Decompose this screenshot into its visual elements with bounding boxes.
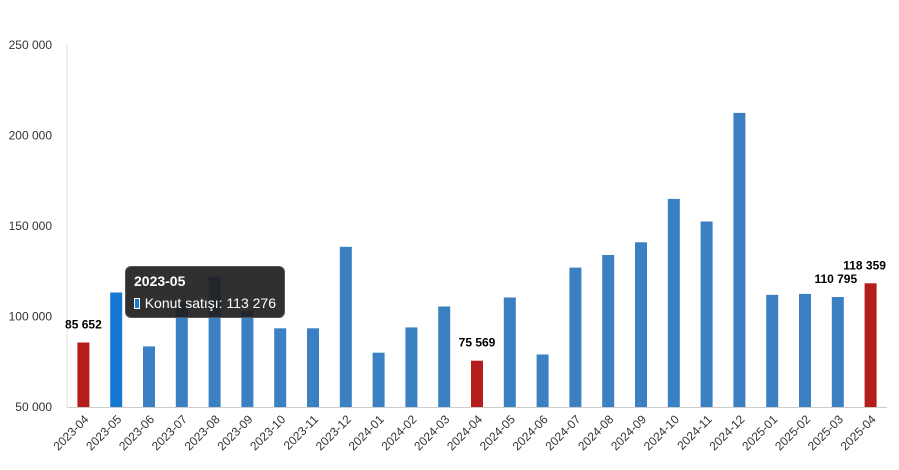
tooltip-title: 2023-05: [134, 273, 186, 289]
bar-2025-03[interactable]: [831, 297, 844, 407]
y-tick-label: 50 000: [15, 400, 52, 414]
tooltip-value: Konut satışı: 113 276: [144, 295, 276, 311]
bar-2025-04[interactable]: [864, 283, 877, 407]
bar-2024-06[interactable]: [536, 354, 549, 408]
x-tick-label: 2023-12: [313, 412, 354, 453]
x-tick-label: 2023-10: [247, 412, 288, 453]
x-tick-label: 2024-10: [641, 412, 682, 453]
bar-2024-07[interactable]: [569, 267, 582, 407]
x-tick-label: 2023-04: [50, 412, 91, 453]
x-tick-label: 2024-02: [378, 412, 419, 453]
y-tick-label: 200 000: [9, 129, 53, 143]
x-tick-label: 2024-12: [706, 412, 747, 453]
x-tick-label: 2024-01: [346, 412, 387, 453]
bar-2024-04[interactable]: [471, 360, 483, 407]
bar-2024-11[interactable]: [700, 221, 713, 408]
data-label-2023-04: 85 652: [65, 318, 102, 332]
bar-2024-12[interactable]: [733, 112, 746, 408]
data-label-2025-03: 110 795: [814, 272, 857, 286]
x-tick-label: 2023-06: [116, 412, 157, 453]
tooltip: 2023-05 Konut satışı: 113 276: [125, 266, 285, 318]
x-tick-label: 2025-03: [805, 412, 846, 453]
bar-2023-12[interactable]: [339, 246, 352, 407]
x-tick-label: 2023-07: [149, 412, 190, 453]
x-tick-label: 2024-09: [608, 412, 649, 453]
x-tick-label: 2024-06: [510, 412, 551, 453]
bar-2024-10[interactable]: [667, 198, 680, 407]
data-label-2025-04: 118 359: [843, 258, 886, 272]
bar-2023-04[interactable]: [77, 342, 90, 408]
bar-2023-09[interactable]: [241, 311, 254, 407]
bar-2023-10[interactable]: [274, 328, 287, 407]
bar-2023-05[interactable]: [110, 292, 123, 408]
y-tick-label: 100 000: [9, 310, 53, 324]
tooltip-row: Konut satışı: 113 276: [134, 295, 276, 311]
x-tick-label: 2024-07: [542, 412, 583, 453]
data-label-2024-04: 75 569: [459, 336, 496, 350]
x-tick-label: 2024-05: [477, 412, 518, 453]
x-axis-ticks: 2023-042023-052023-062023-072023-082023-…: [50, 412, 878, 453]
tooltip-series-swatch: [134, 297, 140, 309]
bar-2024-08[interactable]: [602, 255, 615, 407]
bar-2024-09[interactable]: [635, 242, 647, 407]
x-tick-label: 2025-04: [838, 412, 879, 453]
x-tick-label: 2023-08: [182, 412, 223, 453]
bar-2024-02[interactable]: [405, 327, 418, 407]
x-tick-label: 2023-05: [83, 412, 124, 453]
bar-2024-05[interactable]: [503, 297, 516, 408]
y-axis-ticks: 50 000 100 000 150 000 200 000 250 000: [9, 38, 53, 414]
x-tick-label: 2025-01: [739, 412, 780, 453]
bar-2024-01[interactable]: [372, 352, 385, 407]
bar-2025-01[interactable]: [766, 294, 779, 407]
bars-group: [77, 112, 877, 408]
x-tick-label: 2024-08: [575, 412, 616, 453]
bar-2023-06[interactable]: [143, 346, 155, 407]
y-tick-label: 250 000: [9, 38, 53, 52]
x-tick-label: 2024-03: [411, 412, 452, 453]
x-tick-label: 2024-04: [444, 412, 485, 453]
bar-2025-02[interactable]: [799, 293, 811, 407]
x-tick-label: 2025-02: [772, 412, 813, 453]
bar-2023-11[interactable]: [307, 328, 319, 407]
bar-2023-07[interactable]: [175, 302, 188, 407]
bar-2024-03[interactable]: [438, 306, 451, 408]
x-tick-label: 2023-09: [214, 412, 255, 453]
y-tick-label: 150 000: [9, 219, 53, 233]
